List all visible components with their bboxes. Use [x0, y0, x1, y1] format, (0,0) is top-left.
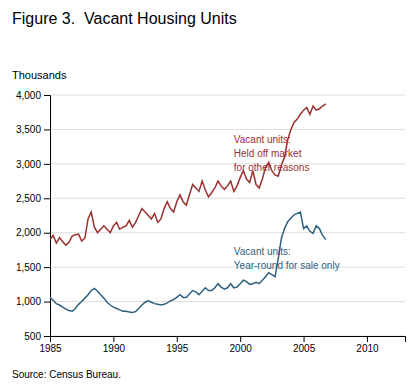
tick: 2005: [293, 336, 316, 354]
tick: 1,000: [16, 296, 50, 307]
x-axis: 1985 1990 1995 2000 2005 2010: [39, 336, 405, 354]
tick: 4,000: [16, 90, 50, 101]
tick: 1985: [39, 336, 62, 354]
tick: 2,000: [16, 227, 50, 238]
annotation-line: Year-round for sale only: [234, 260, 340, 271]
tick-mark: [44, 302, 50, 303]
tick: 1990: [103, 336, 126, 354]
tick-mark: [44, 164, 50, 165]
tick-mark: [113, 336, 114, 342]
grid-line: [50, 198, 405, 199]
annotation-line: Vacant units:: [234, 134, 291, 145]
tick-label: 4,000: [16, 90, 41, 101]
tick-mark: [50, 336, 51, 342]
grid: [50, 95, 405, 336]
annotation-line: Vacant units:: [234, 246, 291, 257]
tick-mark: [304, 336, 305, 342]
grid-line: [50, 232, 405, 233]
y-axis-label: Thousands: [12, 69, 67, 81]
tick-mark: [44, 336, 50, 337]
tick-label: 500: [24, 331, 41, 342]
tick-label: 1,500: [16, 262, 41, 273]
tick-label: 1,000: [16, 296, 41, 307]
tick-mark: [44, 267, 50, 268]
source: Source: Census Bureau.: [12, 369, 121, 380]
axis-line: [44, 96, 51, 337]
tick-label: 2,500: [16, 193, 41, 204]
tick-mark: [240, 336, 241, 342]
annotation: Vacant units: Held off market for other re…: [234, 134, 310, 173]
tick-label: 3,000: [16, 159, 41, 170]
tick-mark: [44, 198, 50, 199]
tick-mark: [44, 95, 50, 96]
tick-label: 1995: [166, 343, 189, 354]
chart: Figure 3. Vacant Housing Units Thousands S…: [0, 0, 420, 384]
tick-label: 2,000: [16, 227, 41, 238]
tick: 2000: [230, 336, 253, 354]
tick-label: 1985: [39, 343, 62, 354]
axis-line: [51, 337, 406, 343]
tick: 1995: [166, 336, 189, 354]
tick-mark: [177, 336, 178, 342]
tick-label: 2005: [293, 343, 316, 354]
annotation-line: for other reasons: [234, 162, 310, 173]
tick: 2,500: [16, 193, 50, 204]
grid-line: [50, 95, 405, 96]
tick: 3,500: [16, 124, 50, 135]
tick-label: 3,500: [16, 124, 41, 135]
annotation-line: Held off market: [234, 148, 302, 159]
tick-mark: [44, 233, 50, 234]
grid-line: [50, 129, 405, 130]
plot-area: [50, 104, 326, 313]
tick: 1,500: [16, 262, 50, 273]
tick-label: 1990: [103, 343, 126, 354]
y-axis: 500 1,000 1,500 2,000 2,500 3,000 3,500 4,000: [16, 90, 51, 342]
tick-label: 2000: [230, 343, 253, 354]
grid-line: [50, 163, 405, 164]
annotation: Vacant units: Year-round for sale only: [234, 246, 340, 271]
tick-mark: [367, 336, 368, 342]
tick: 500: [24, 331, 50, 342]
tick-mark: [44, 129, 50, 130]
grid-line: [50, 301, 405, 302]
line: [50, 104, 326, 245]
title: Figure 3. Vacant Housing Units: [12, 10, 237, 27]
tick-label: 2010: [356, 343, 379, 354]
tick: 3,000: [16, 159, 50, 170]
tick: 2010: [356, 336, 379, 354]
grid-line: [50, 267, 405, 268]
